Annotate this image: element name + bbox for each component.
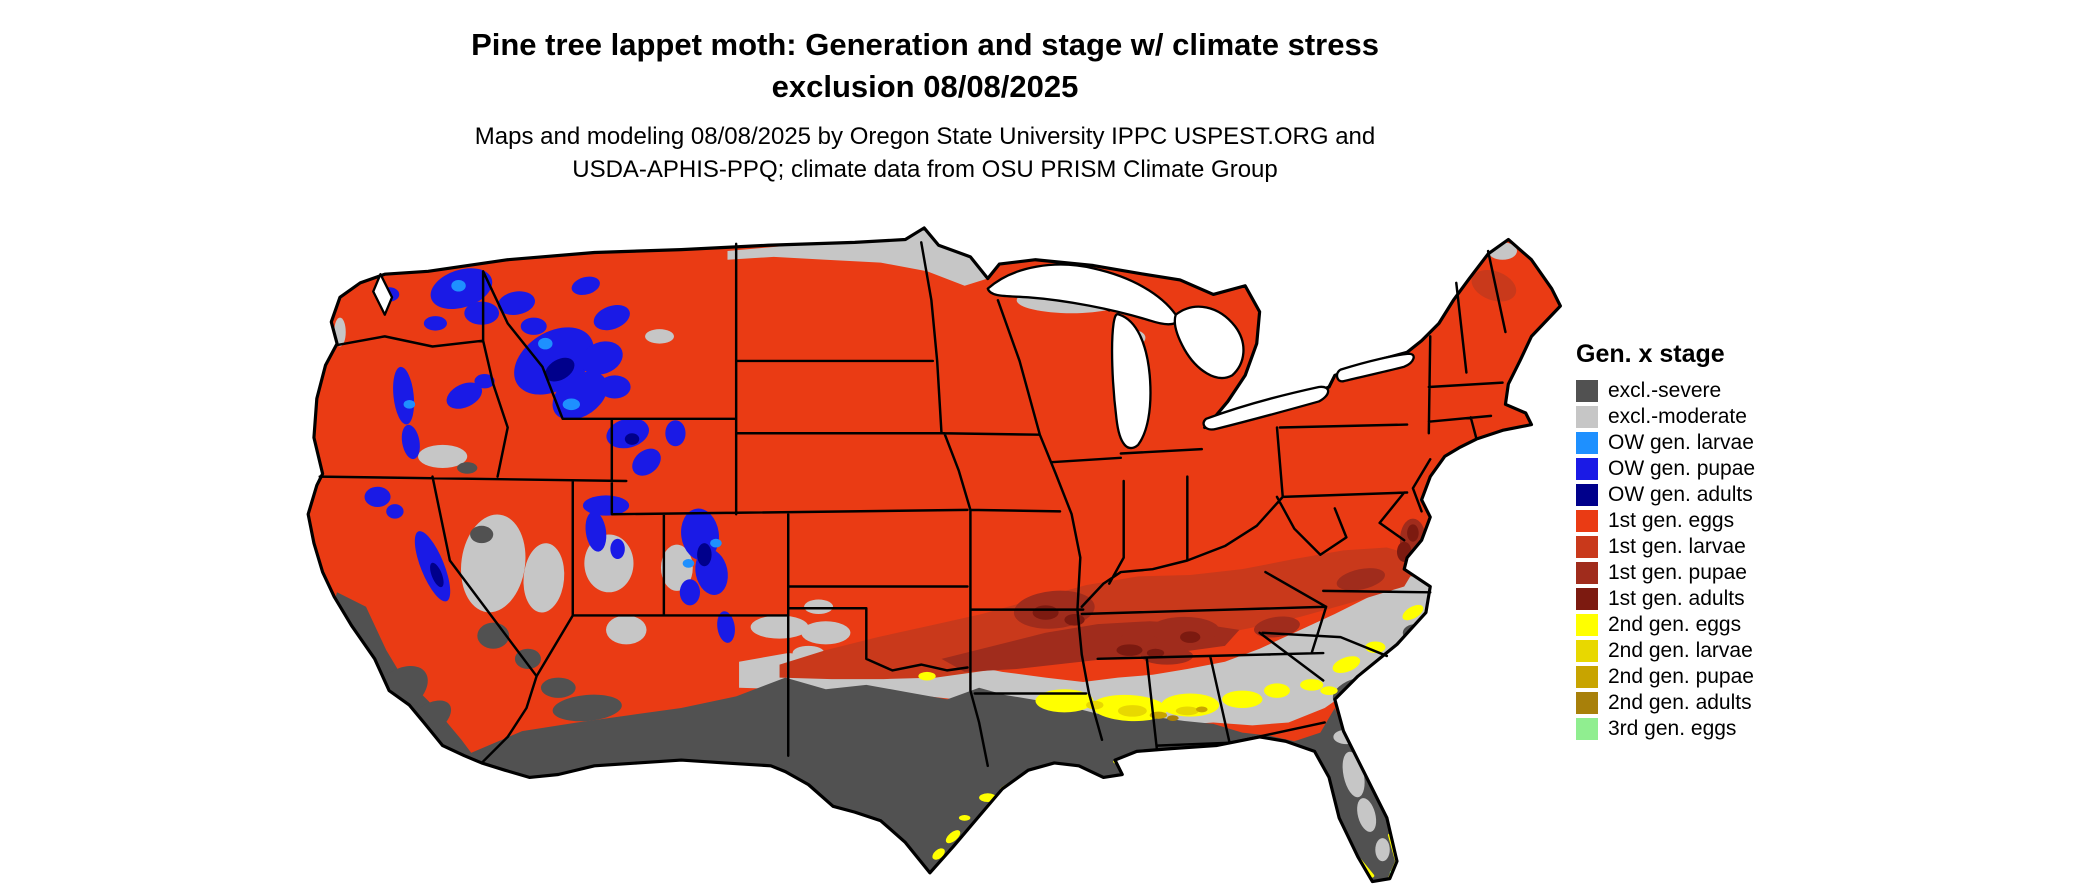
legend-item: 1st gen. eggs xyxy=(1576,509,1755,532)
legend-label: 2nd gen. larvae xyxy=(1608,639,1753,662)
subtitle-line2: USDA-APHIS-PPQ; climate data from OSU PR… xyxy=(572,156,1278,183)
legend: Gen. x stage excl.-severe excl.-moderate… xyxy=(1576,340,1755,744)
legend-item: 3rd gen. eggs xyxy=(1576,717,1755,740)
legend-swatch xyxy=(1576,458,1598,480)
legend-swatch xyxy=(1576,562,1598,584)
legend-item: 1st gen. larvae xyxy=(1576,535,1755,558)
lake-superior xyxy=(986,263,1179,326)
legend-label: excl.-moderate xyxy=(1608,405,1747,428)
legend-item: OW gen. adults xyxy=(1576,483,1755,506)
region-ow-blues xyxy=(364,268,735,643)
us-map-graphic xyxy=(306,226,1562,884)
legend-item: 2nd gen. eggs xyxy=(1576,613,1755,636)
legend-swatch xyxy=(1576,406,1598,428)
legend-label: OW gen. adults xyxy=(1608,483,1753,506)
legend-label: 3rd gen. eggs xyxy=(1608,717,1737,740)
legend-swatch xyxy=(1576,536,1598,558)
legend-item: OW gen. pupae xyxy=(1576,457,1756,480)
us-outline xyxy=(306,226,1562,884)
legend-label: OW gen. larvae xyxy=(1608,431,1754,454)
legend-item: excl.-moderate xyxy=(1576,405,1755,428)
legend-label: 2nd gen. pupae xyxy=(1608,665,1754,688)
legend-swatch xyxy=(1576,432,1598,454)
map-subtitle: Maps and modeling 08/08/2025 by Oregon S… xyxy=(150,120,1700,186)
legend-item: 1st gen. pupae xyxy=(1576,561,1755,584)
great-lakes xyxy=(372,263,1415,450)
legend-item: 2nd gen. adults xyxy=(1576,691,1755,714)
legend-swatch xyxy=(1576,666,1598,688)
legend-item: 2nd gen. larvae xyxy=(1576,639,1755,662)
puget-sound xyxy=(372,273,394,316)
page-title-line1: Pine tree lappet moth: Generation and st… xyxy=(471,27,1379,62)
legend-item: 1st gen. adults xyxy=(1576,587,1755,610)
map-header: Pine tree lappet moth: Generation and st… xyxy=(150,24,1700,186)
lake-erie xyxy=(1202,385,1330,431)
legend-items: excl.-severe excl.-moderate OW gen. larv… xyxy=(1576,379,1756,740)
legend-swatch xyxy=(1576,640,1598,662)
lake-michigan xyxy=(1110,313,1152,450)
lake-ontario xyxy=(1335,352,1415,383)
page-title-line2: exclusion 08/08/2025 xyxy=(771,69,1079,104)
legend-swatch xyxy=(1576,692,1598,714)
legend-label: 2nd gen. eggs xyxy=(1608,613,1742,636)
legend-title: Gen. x stage xyxy=(1576,340,1725,368)
legend-swatch xyxy=(1576,614,1598,636)
legend-item: 2nd gen. pupae xyxy=(1576,665,1755,688)
legend-swatch xyxy=(1576,718,1598,740)
legend-swatch xyxy=(1576,484,1598,506)
legend-label: 1st gen. eggs xyxy=(1608,509,1735,532)
legend-swatch xyxy=(1576,510,1598,532)
legend-item: excl.-severe xyxy=(1576,379,1755,402)
legend-swatch xyxy=(1576,588,1598,610)
legend-item: OW gen. larvae xyxy=(1576,431,1755,454)
raster-regions xyxy=(308,227,1561,882)
legend-label: excl.-severe xyxy=(1608,379,1722,402)
legend-label: OW gen. pupae xyxy=(1608,457,1756,480)
state-borders xyxy=(318,241,1507,768)
legend-label: 2nd gen. adults xyxy=(1608,691,1752,714)
us-map xyxy=(247,199,1636,892)
lake-huron xyxy=(1173,305,1245,380)
legend-label: 1st gen. adults xyxy=(1608,587,1745,610)
legend-label: 1st gen. larvae xyxy=(1608,535,1746,558)
region-excl-severe xyxy=(334,462,1429,882)
legend-label: 1st gen. pupae xyxy=(1608,561,1747,584)
legend-swatch xyxy=(1576,380,1598,402)
subtitle-line1: Maps and modeling 08/08/2025 by Oregon S… xyxy=(474,123,1376,150)
